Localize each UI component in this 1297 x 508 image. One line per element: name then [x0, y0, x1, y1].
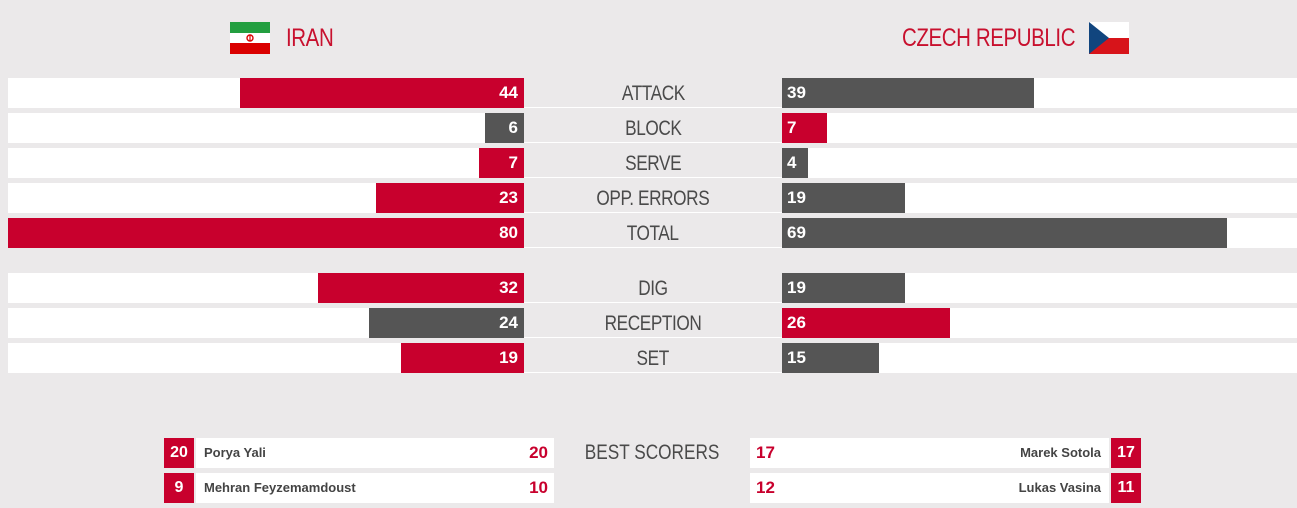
away-stat-value: 7 [787, 118, 797, 137]
away-scorer-rank: 11 [1111, 473, 1141, 503]
away-stat-track: 19 [782, 183, 1297, 213]
home-stat-bar: 32 [318, 273, 524, 303]
home-scorer-name[interactable]: Porya Yali [204, 445, 266, 460]
home-scorer-rank: 20 [164, 438, 194, 468]
home-scorer-box: Mehran Feyzemamdoust 10 [196, 473, 554, 503]
home-stat-value: 80 [499, 223, 518, 242]
away-stat-value: 69 [787, 223, 806, 242]
stat-label-text: TOTAL [627, 222, 679, 245]
stat-row: 19 SET 15 [0, 343, 1297, 373]
home-stat-track: 44 [8, 78, 524, 108]
stat-row: 23 OPP. ERRORS 19 [0, 183, 1297, 213]
home-stat-bar: 23 [376, 183, 524, 213]
stat-label-text: DIG [638, 277, 668, 300]
stat-label-text: SET [636, 347, 670, 370]
stat-label-text: RECEPTION [604, 312, 702, 335]
home-stat-bar: 19 [401, 343, 524, 373]
home-stat-track: 80 [8, 218, 524, 248]
stat-label: RECEPTION [524, 308, 782, 338]
away-scorer-box: 17 Marek Sotola [750, 438, 1109, 468]
away-stat-track: 7 [782, 113, 1297, 143]
home-scorer-rank: 9 [164, 473, 194, 503]
iran-flag-icon [230, 22, 270, 54]
away-stat-bar: 4 [782, 148, 808, 178]
home-stat-value: 6 [508, 118, 518, 137]
away-stat-track: 69 [782, 218, 1297, 248]
away-stat-bar: 7 [782, 113, 827, 143]
away-stat-track: 19 [782, 273, 1297, 303]
away-scorer-name[interactable]: Lukas Vasina [1018, 480, 1101, 495]
away-stat-value: 39 [787, 83, 806, 102]
home-stat-track: 7 [8, 148, 524, 178]
away-stat-value: 15 [787, 348, 806, 367]
away-stat-track: 4 [782, 148, 1297, 178]
stat-label-text: OPP. ERRORS [596, 187, 710, 210]
home-scorer-points: 20 [529, 443, 548, 462]
away-team-name: CZECH REPUBLIC [901, 23, 1076, 52]
scorer-row: 20 Porya Yali 20 17 Marek Sotola 17 [0, 438, 1297, 468]
stat-row: 6 BLOCK 7 [0, 113, 1297, 143]
czech-flag-icon [1089, 22, 1129, 54]
away-stat-value: 19 [787, 278, 806, 297]
stat-label: BLOCK [524, 113, 782, 143]
scorer-row: 9 Mehran Feyzemamdoust 10 12 Lukas Vasina 11 [0, 473, 1297, 503]
stat-label: SERVE [524, 148, 782, 178]
stat-row: 32 DIG 19 [0, 273, 1297, 303]
stat-label: OPP. ERRORS [524, 183, 782, 213]
away-stat-bar: 39 [782, 78, 1034, 108]
stat-label: TOTAL [524, 218, 782, 248]
home-stat-track: 19 [8, 343, 524, 373]
away-scorer-points: 17 [756, 443, 775, 462]
stat-label-text: ATTACK [621, 82, 685, 105]
away-stat-bar: 19 [782, 183, 905, 213]
home-stat-bar: 7 [479, 148, 524, 178]
stat-label: DIG [524, 273, 782, 303]
home-stat-value: 7 [508, 153, 518, 172]
home-stat-value: 44 [499, 83, 518, 102]
stat-row: 24 RECEPTION 26 [0, 308, 1297, 338]
home-team-header: IRAN [230, 18, 344, 58]
home-stat-bar: 44 [240, 78, 524, 108]
away-stat-track: 26 [782, 308, 1297, 338]
home-scorer-box: Porya Yali 20 [196, 438, 554, 468]
stat-label: ATTACK [524, 78, 782, 108]
stat-label: SET [524, 343, 782, 373]
home-stat-value: 24 [499, 313, 518, 332]
best-scorers-label: BEST SCORERS [554, 438, 750, 468]
stat-row: 44 ATTACK 39 [0, 78, 1297, 108]
away-stat-value: 4 [787, 153, 797, 172]
away-stat-track: 39 [782, 78, 1297, 108]
stat-label-text: SERVE [624, 152, 682, 175]
home-stat-value: 19 [499, 348, 518, 367]
home-team-name: IRAN [286, 23, 334, 52]
away-scorer-name[interactable]: Marek Sotola [1020, 445, 1101, 460]
stat-row: 7 SERVE 4 [0, 148, 1297, 178]
home-stat-bar: 6 [485, 113, 524, 143]
away-stat-bar: 69 [782, 218, 1227, 248]
away-stat-value: 19 [787, 188, 806, 207]
home-stat-track: 23 [8, 183, 524, 213]
away-scorer-box: 12 Lukas Vasina [750, 473, 1109, 503]
home-stat-track: 6 [8, 113, 524, 143]
away-stat-bar: 15 [782, 343, 879, 373]
home-stat-bar: 80 [8, 218, 524, 248]
best-scorers-label-text: BEST SCORERS [584, 441, 720, 464]
home-stat-value: 32 [499, 278, 518, 297]
away-team-header: CZECH REPUBLIC [864, 18, 1129, 58]
away-scorer-rank: 17 [1111, 438, 1141, 468]
home-stat-track: 32 [8, 273, 524, 303]
away-stat-bar: 26 [782, 308, 950, 338]
away-stat-bar: 19 [782, 273, 905, 303]
away-scorer-points: 12 [756, 478, 775, 497]
home-stat-bar: 24 [369, 308, 524, 338]
away-stat-value: 26 [787, 313, 806, 332]
home-scorer-points: 10 [529, 478, 548, 497]
stat-label-text: BLOCK [624, 117, 682, 140]
away-stat-track: 15 [782, 343, 1297, 373]
home-stat-track: 24 [8, 308, 524, 338]
home-scorer-name[interactable]: Mehran Feyzemamdoust [204, 480, 356, 495]
stat-row: 80 TOTAL 69 [0, 218, 1297, 248]
home-stat-value: 23 [499, 188, 518, 207]
